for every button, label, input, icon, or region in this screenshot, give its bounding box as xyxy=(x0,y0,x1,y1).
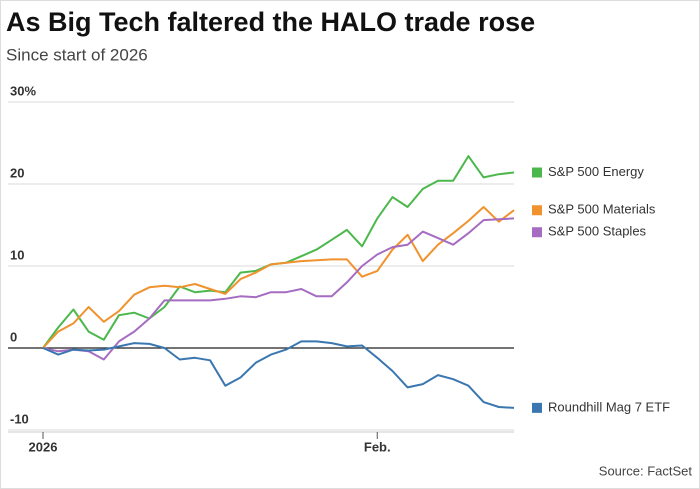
legend-swatch xyxy=(532,205,542,216)
legend-label: S&P 500 Energy xyxy=(548,164,644,179)
chart-title: As Big Tech faltered the HALO trade rose xyxy=(6,7,535,37)
legend-label: S&P 500 Materials xyxy=(548,202,656,217)
y-tick-label: 10 xyxy=(10,247,24,262)
legend-label: Roundhill Mag 7 ETF xyxy=(548,399,670,414)
series-line xyxy=(42,206,515,349)
legend-swatch xyxy=(532,402,542,413)
chart-subtitle: Since start of 2026 xyxy=(6,45,148,64)
legend-swatch xyxy=(532,167,542,178)
series-line xyxy=(42,340,515,409)
y-tick-label: 20 xyxy=(10,165,24,180)
y-tick-label: 30% xyxy=(10,83,36,98)
legend-swatch xyxy=(532,227,542,238)
y-tick-label: 0 xyxy=(10,329,17,344)
x-tick-label: Feb. xyxy=(364,439,391,454)
y-tick-label: -10 xyxy=(10,411,29,426)
legend-label: S&P 500 Staples xyxy=(548,224,647,239)
source: Source: FactSet xyxy=(599,463,693,478)
series-line xyxy=(42,217,515,361)
series-line xyxy=(42,155,515,349)
x-tick-label: 2026 xyxy=(29,439,58,454)
